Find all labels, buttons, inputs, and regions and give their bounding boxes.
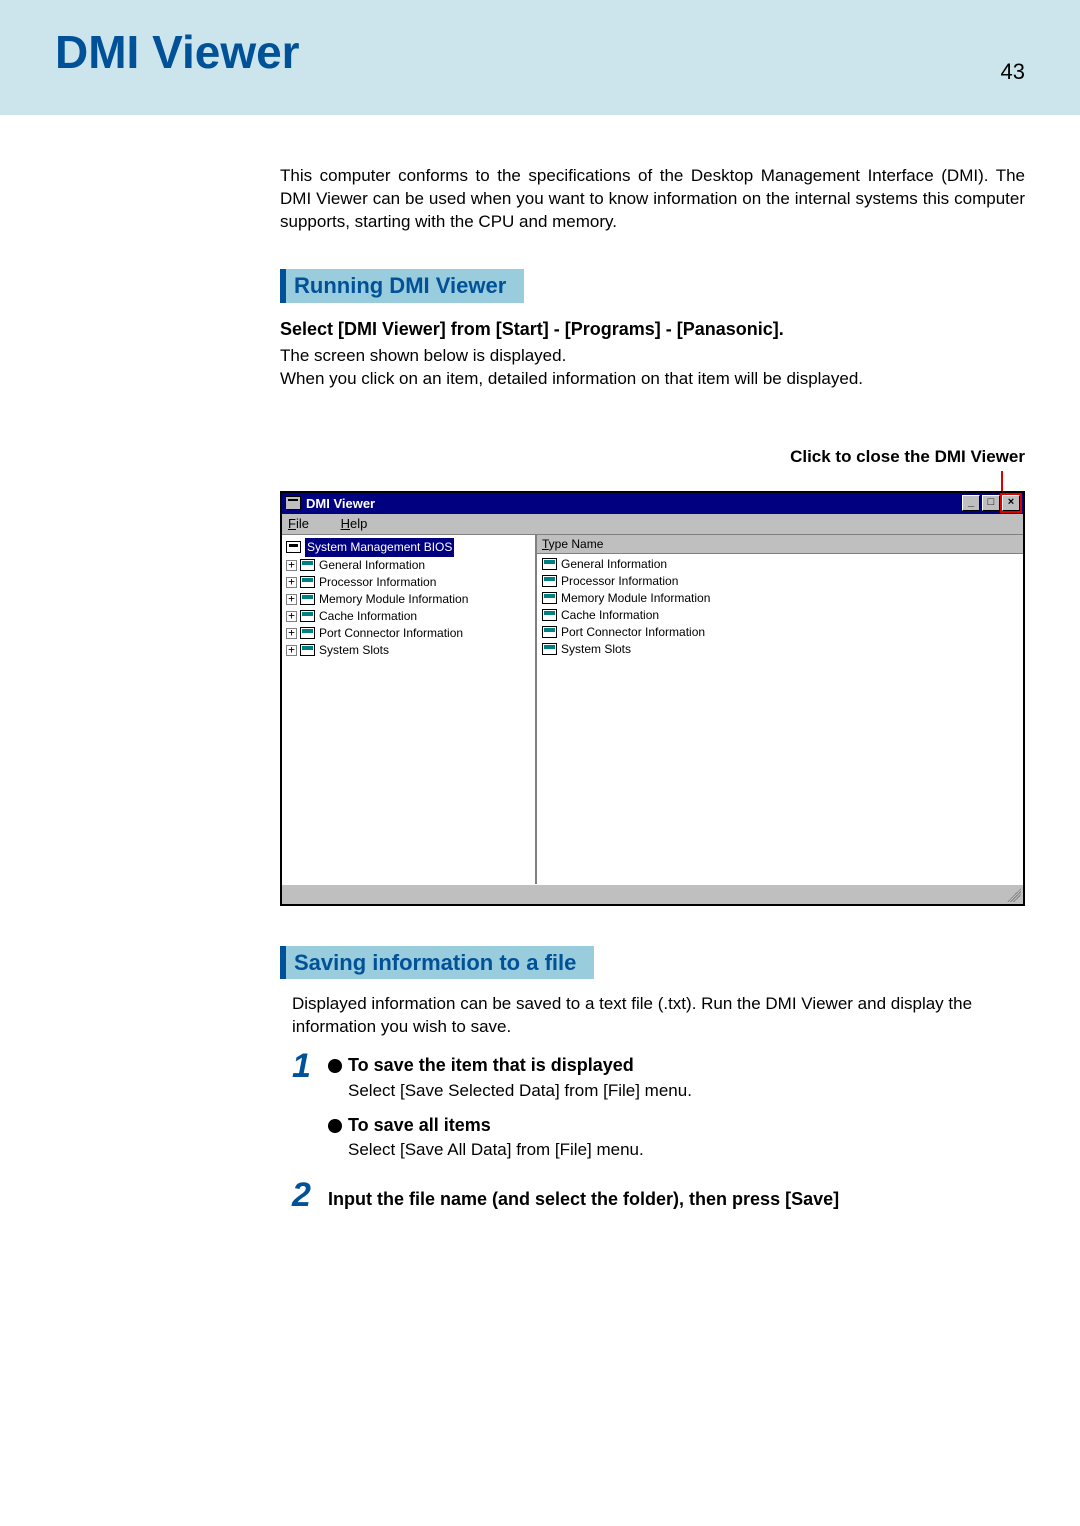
section-heading-saving: Saving information to a file (280, 946, 594, 980)
menubar: File Help (282, 514, 1023, 534)
component-icon (300, 610, 315, 622)
list-pane: Type Name General Information Processor … (537, 535, 1023, 884)
bullet-save-all: To save all items (328, 1113, 1025, 1137)
bullet-save-item: To save the item that is displayed (328, 1053, 1025, 1077)
menu-help[interactable]: Help (341, 516, 382, 531)
expand-icon[interactable]: + (286, 577, 297, 588)
select-instruction: Select [DMI Viewer] from [Start] - [Prog… (280, 317, 1025, 341)
component-icon (300, 559, 315, 571)
component-icon (542, 643, 557, 655)
component-icon (542, 558, 557, 570)
page-title: DMI Viewer (55, 25, 1025, 79)
component-icon (542, 626, 557, 638)
bullet-save-all-text: Select [Save All Data] from [File] menu. (348, 1139, 1025, 1162)
step-2-text: Input the file name (and select the fold… (328, 1182, 1025, 1211)
close-callout-label: Click to close the DMI Viewer (280, 446, 1025, 469)
window-titlebar: DMI Viewer _ □ × (282, 493, 1023, 515)
expand-icon[interactable]: + (286, 645, 297, 656)
tree-item[interactable]: + General Information (286, 557, 531, 574)
window-title: DMI Viewer (306, 495, 375, 513)
page-header: DMI Viewer 43 (0, 0, 1080, 115)
bullet-save-item-text: Select [Save Selected Data] from [File] … (348, 1080, 1025, 1103)
list-item[interactable]: General Information (542, 556, 1018, 573)
running-desc-1: The screen shown below is displayed. (280, 345, 1025, 368)
tree-item[interactable]: + Cache Information (286, 608, 531, 625)
tree-item[interactable]: + Processor Information (286, 574, 531, 591)
step-1: 1 To save the item that is displayed Sel… (292, 1051, 1025, 1171)
bullet-icon (328, 1119, 342, 1133)
expand-icon[interactable]: + (286, 560, 297, 571)
dmi-viewer-window: DMI Viewer _ □ × File Help System Manage… (280, 491, 1025, 906)
component-icon (542, 609, 557, 621)
component-icon (300, 593, 315, 605)
tree-item[interactable]: + Port Connector Information (286, 625, 531, 642)
bullet-icon (328, 1059, 342, 1073)
tree-item[interactable]: + Memory Module Information (286, 591, 531, 608)
list-item[interactable]: Processor Information (542, 573, 1018, 590)
list-item[interactable]: Cache Information (542, 607, 1018, 624)
tree-item[interactable]: + System Slots (286, 642, 531, 659)
step-number-1: 1 (292, 1051, 328, 1171)
page-number: 43 (1001, 59, 1025, 85)
component-icon (542, 592, 557, 604)
step-2: 2 Input the file name (and select the fo… (292, 1180, 1025, 1211)
statusbar (282, 884, 1023, 904)
component-icon (300, 644, 315, 656)
app-icon (285, 496, 301, 510)
tree-root[interactable]: System Management BIOS (286, 538, 531, 557)
list-column-header[interactable]: Type Name (537, 535, 1023, 554)
close-callout-line (280, 471, 1025, 491)
component-icon (300, 576, 315, 588)
minimize-button[interactable]: _ (962, 495, 980, 511)
list-item[interactable]: System Slots (542, 641, 1018, 658)
list-item[interactable]: Memory Module Information (542, 590, 1018, 607)
resize-grip-icon[interactable] (1007, 888, 1021, 902)
maximize-button[interactable]: □ (982, 495, 1000, 511)
component-icon (542, 575, 557, 587)
tree-pane: System Management BIOS + General Informa… (282, 535, 537, 884)
expand-icon[interactable]: + (286, 628, 297, 639)
expand-icon[interactable]: + (286, 594, 297, 605)
running-desc-2: When you click on an item, detailed info… (280, 368, 1025, 391)
expand-icon[interactable]: + (286, 611, 297, 622)
saving-intro: Displayed information can be saved to a … (292, 993, 1025, 1039)
step-number-2: 2 (292, 1180, 328, 1211)
menu-file[interactable]: File (288, 516, 323, 531)
close-button[interactable]: × (1002, 495, 1020, 511)
component-icon (300, 627, 315, 639)
computer-icon (286, 541, 301, 553)
section-heading-running: Running DMI Viewer (280, 269, 524, 303)
list-item[interactable]: Port Connector Information (542, 624, 1018, 641)
page-content: This computer conforms to the specificat… (0, 115, 1080, 1259)
intro-paragraph: This computer conforms to the specificat… (280, 165, 1025, 234)
